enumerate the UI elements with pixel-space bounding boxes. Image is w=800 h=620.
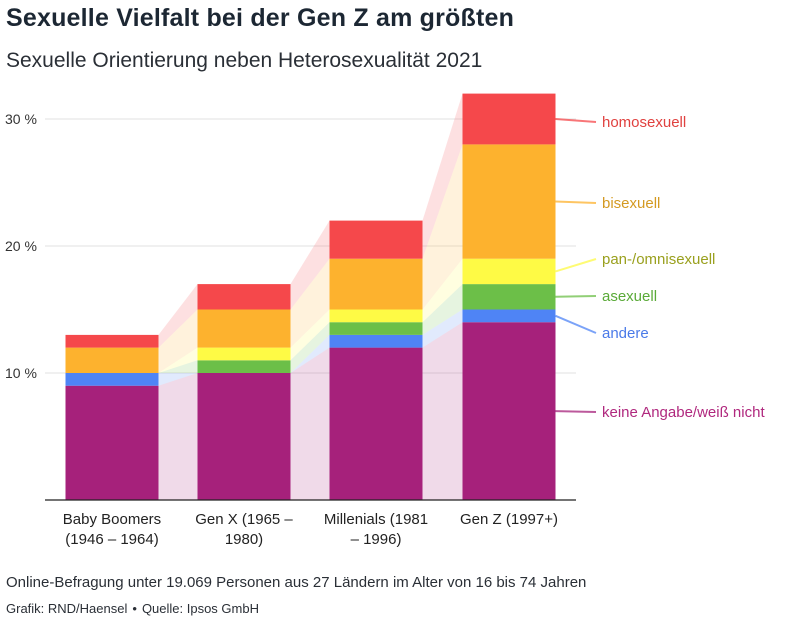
bar-homosexuell-1: [65, 334, 159, 348]
y-tick-label-30: 30 %: [5, 111, 37, 127]
x-tick-label-line: Gen Z (1997+): [460, 511, 558, 528]
bar-pan-omnisexuell-2: [197, 347, 291, 361]
legend-connector-keine-angabe-wei-nicht: [555, 410, 597, 413]
ribbon-bisexuell-2: [290, 258, 330, 348]
bar-bisexuell-3: [329, 258, 423, 310]
y-tick-label-10: 10 %: [5, 365, 37, 381]
bar-bisexuell-4: [462, 144, 556, 259]
ribbon-pan-omnisexuell-2: [290, 309, 330, 361]
x-tick-label-4: Gen Z (1997+): [460, 511, 558, 528]
credit-separator: •: [132, 601, 137, 616]
legend-label-bisexuell: bisexuell: [602, 195, 660, 212]
bar-homosexuell-3: [329, 220, 423, 259]
bar-keine-angabe-wei-nicht-1: [65, 385, 159, 500]
legend-connector-andere: [555, 314, 597, 334]
ribbon-keine-angabe-wei-nicht-2: [290, 347, 330, 500]
legend-label-pan-omnisexuell: pan-/omnisexuell: [602, 251, 715, 268]
ribbon-asexuell-2: [290, 322, 330, 373]
bar-andere-1: [65, 373, 159, 386]
legend-label-andere: andere: [602, 325, 649, 342]
ribbon-keine-angabe-wei-nicht-1: [158, 373, 198, 500]
ribbon-keine-angabe-wei-nicht-3: [422, 322, 463, 500]
chart-title: Sexuelle Vielfalt bei der Gen Z am größt…: [6, 4, 515, 32]
bar-asexuell-4: [462, 284, 556, 310]
graphic-credit: Grafik: RND/Haensel: [6, 601, 128, 616]
legend-connector-asexuell: [555, 295, 597, 298]
legend-connector-bisexuell: [555, 200, 597, 204]
ribbon-asexuell-3: [422, 284, 463, 335]
ribbon-pan-omnisexuell-3: [422, 258, 463, 323]
bar-bisexuell-2: [197, 309, 291, 348]
legend-label-keine-angabe-wei-nicht: keine Angabe/weiß nicht: [602, 404, 765, 421]
ribbon-andere-1: [158, 373, 198, 386]
ribbon-pan-omnisexuell-1: [158, 347, 198, 373]
legend-connector-pan-omnisexuell: [555, 258, 597, 273]
bar-homosexuell-2: [197, 284, 291, 310]
x-tick-label-2: Gen X (1965 – 1980): [195, 511, 293, 548]
bar-asexuell-3: [329, 322, 423, 335]
x-tick-label-line: Baby Boomers: [63, 511, 161, 528]
credit-line: Grafik: RND/Haensel • Quelle: Ipsos GmbH: [6, 601, 259, 616]
x-tick-label-1: Baby Boomers (1946 – 1964): [63, 511, 161, 548]
chart-subtitle: Sexuelle Orientierung neben Heterosexual…: [6, 49, 483, 72]
bar-asexuell-2: [197, 360, 291, 373]
bar-bisexuell-1: [65, 347, 159, 373]
x-tick-label-line: – 1996): [351, 531, 402, 548]
y-tick-label-20: 20 %: [5, 238, 37, 254]
x-tick-label-line: 1980): [225, 531, 263, 548]
source-credit: Quelle: Ipsos GmbH: [141, 601, 259, 616]
x-tick-label-line: Gen X (1965 –: [195, 511, 293, 528]
survey-note: Online-Befragung unter 19.069 Personen a…: [6, 574, 587, 591]
bar-homosexuell-4: [462, 93, 556, 145]
bar-pan-omnisexuell-3: [329, 309, 423, 323]
ribbon-homosexuell-3: [422, 93, 463, 259]
ribbon-homosexuell-1: [158, 284, 198, 348]
x-tick-label-line: (1946 – 1964): [65, 531, 158, 548]
bar-pan-omnisexuell-4: [462, 258, 556, 285]
legend-label-homosexuell: homosexuell: [602, 114, 686, 131]
ribbon-homosexuell-2: [290, 220, 330, 310]
ribbon-bisexuell-1: [158, 309, 198, 373]
bar-keine-angabe-wei-nicht-3: [329, 347, 423, 500]
x-tick-label-3: Millenials (1981 – 1996): [324, 511, 428, 548]
stacked-bar-chart: 10 % 20 % 30 % Baby Boomers (1946 – 1964) Gen…: [5, 93, 765, 548]
bar-andere-4: [462, 309, 556, 323]
bar-keine-angabe-wei-nicht-2: [197, 373, 291, 500]
bar-andere-3: [329, 334, 423, 348]
bar-keine-angabe-wei-nicht-4: [462, 322, 556, 500]
ribbon-asexuell-1: [158, 360, 198, 373]
legend-label-asexuell: asexuell: [602, 288, 657, 305]
x-tick-label-line: Millenials (1981: [324, 511, 428, 528]
legend-connector-homosexuell: [555, 118, 597, 123]
ribbon-andere-3: [422, 309, 463, 348]
ribbon-bisexuell-3: [422, 144, 463, 310]
ribbon-andere-2: [290, 334, 330, 373]
